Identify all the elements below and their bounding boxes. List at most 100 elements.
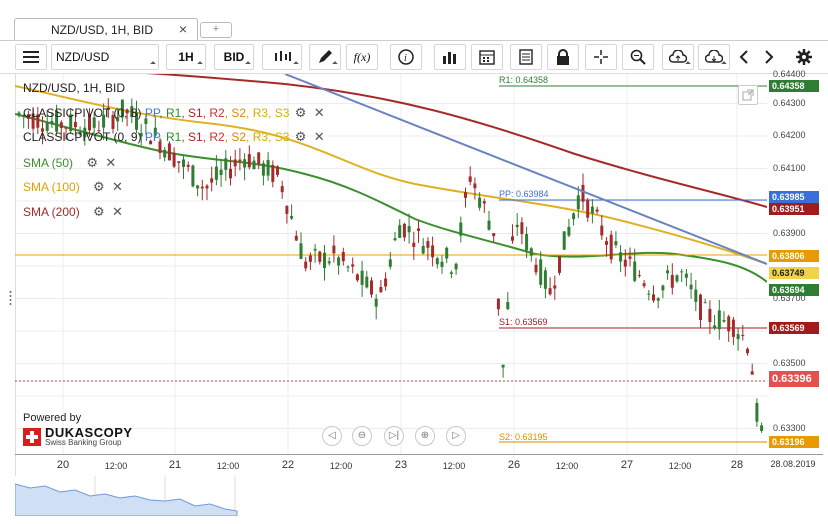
maximize-button[interactable] <box>738 85 758 105</box>
candle <box>666 270 670 274</box>
legend-pivot-1[interactable]: CLASSICPIVOT (0, 8) PP, R1, S1, R2, S2, … <box>23 105 325 121</box>
candle <box>346 266 350 268</box>
x-tick-label: 22 <box>281 459 295 471</box>
scroll-right-button[interactable] <box>758 44 780 70</box>
navigator-overview[interactable] <box>15 476 823 516</box>
calendar-button[interactable] <box>471 44 503 70</box>
pivot-key-pp: PP <box>144 130 160 144</box>
x-tick-label: 23 <box>394 459 408 471</box>
volume-button[interactable] <box>434 44 466 70</box>
zoom-in-icon[interactable]: ⊕ <box>415 426 435 446</box>
pivot-keys: PP, R1, S1, R2, S2, R3, S3 <box>145 106 290 120</box>
gear-icon[interactable]: ⚙ <box>294 105 307 120</box>
pivot-key-r3: , R3 <box>246 106 269 120</box>
legend-sma50[interactable]: SMA (50) ⚙ ✕ <box>23 155 116 171</box>
price-tag: 0.64358 <box>769 80 819 92</box>
scroll-left-button[interactable] <box>733 44 755 70</box>
zoom-button[interactable] <box>622 44 654 70</box>
legend-sma200[interactable]: SMA (200) ⚙ ✕ <box>23 204 123 220</box>
candle <box>182 159 185 167</box>
candle <box>492 233 496 237</box>
y-tick-partial: 0.64400 <box>773 69 806 79</box>
candle <box>567 226 571 236</box>
period-select[interactable]: 1H <box>166 44 206 70</box>
price-chart[interactable]: R1: 0.64358 PP: 0.63984 S1: 0.63569 S2: … <box>15 74 767 454</box>
candle <box>205 185 209 189</box>
candle <box>449 272 453 274</box>
candle <box>290 216 294 219</box>
close-icon[interactable]: ✕ <box>112 179 123 194</box>
draw-tool-button[interactable] <box>309 44 341 70</box>
close-icon[interactable]: ✕ <box>112 204 123 219</box>
candle <box>421 245 425 254</box>
gear-icon[interactable]: ⚙ <box>294 129 307 144</box>
info-icon: i <box>398 49 414 65</box>
scroll-forward-icon[interactable]: ▷ <box>446 426 466 446</box>
candle <box>736 334 740 340</box>
gear-icon[interactable]: ⚙ <box>93 179 105 194</box>
drag-handle[interactable] <box>9 290 12 306</box>
settings-button[interactable] <box>790 44 818 70</box>
bar-chart-icon <box>443 52 456 64</box>
x-tick-label: 21 <box>168 459 182 471</box>
scroll-back-icon[interactable]: ◁ <box>322 426 342 446</box>
download-button[interactable] <box>698 44 730 70</box>
candle <box>647 293 651 295</box>
candle <box>703 302 707 304</box>
add-tab-button[interactable]: + <box>200 22 232 38</box>
x-date-label: 28.08.2019 <box>770 459 816 469</box>
cloud-download-icon <box>705 50 723 63</box>
news-button[interactable] <box>510 44 542 70</box>
candle <box>515 224 519 228</box>
menu-button[interactable] <box>15 44 47 70</box>
candle <box>59 122 63 128</box>
close-tab-icon[interactable]: × <box>178 21 187 37</box>
chart-type-button[interactable] <box>262 44 302 70</box>
chart-tab[interactable]: NZD/USD, 1H, BID × <box>14 18 198 41</box>
lock-icon <box>557 49 569 65</box>
candle <box>233 159 237 167</box>
legend-pivot-2[interactable]: CLASSICPIVOT (0, 9) PP, R1, S1, R2, S2, … <box>23 129 325 145</box>
pivot-key-s1: , S1 <box>181 106 203 120</box>
y-tick-label: 0.63500 <box>773 357 806 368</box>
info-button[interactable]: i <box>390 44 422 70</box>
candle <box>186 164 190 167</box>
instrument-select[interactable]: NZD/USD <box>51 44 159 70</box>
candle <box>581 184 585 202</box>
candle <box>609 234 613 260</box>
candle <box>384 278 388 287</box>
close-icon[interactable]: ✕ <box>313 105 325 120</box>
candle <box>393 238 397 241</box>
price-axis[interactable]: 0.64400 0.643000.642000.641000.640000.63… <box>767 69 823 454</box>
candle <box>257 152 261 165</box>
time-axis[interactable]: 20 12:00 21 12:00 22 12:00 23 12:00 26 12:00 27 12:… <box>15 454 823 477</box>
candle <box>633 261 637 281</box>
pivot-key-r1: , R1 <box>159 130 182 144</box>
candle <box>459 222 463 236</box>
reset-view-icon[interactable]: ▷| <box>384 426 404 446</box>
upload-button[interactable] <box>662 44 694 70</box>
candle <box>323 252 326 269</box>
lock-button[interactable] <box>547 44 579 70</box>
close-icon[interactable]: ✕ <box>313 129 325 144</box>
candle <box>229 168 232 179</box>
candle <box>247 154 251 168</box>
pivot-levels <box>15 85 767 443</box>
legend-title: NZD/USD, 1H, BID <box>23 81 126 95</box>
candle <box>496 298 500 310</box>
crosshair-button[interactable] <box>585 44 617 70</box>
x-tick-label: 28 <box>730 459 744 471</box>
candle <box>605 241 608 245</box>
gear-icon[interactable]: ⚙ <box>86 155 99 170</box>
candle <box>120 99 124 118</box>
zoom-out-icon[interactable]: ⊖ <box>352 426 372 446</box>
close-icon[interactable]: ✕ <box>105 155 117 170</box>
chart-navigation-controls: ◁ ⊖ ▷| ⊕ ▷ <box>322 426 482 446</box>
side-value: BID <box>223 50 245 64</box>
gear-icon[interactable]: ⚙ <box>93 204 105 219</box>
legend-sma100[interactable]: SMA (100) ⚙ ✕ <box>23 179 123 195</box>
candle <box>210 178 214 183</box>
pivot-key-s3: , S3 <box>268 130 290 144</box>
indicators-button[interactable]: f(x) <box>346 44 378 70</box>
side-select[interactable]: BID <box>214 44 254 70</box>
